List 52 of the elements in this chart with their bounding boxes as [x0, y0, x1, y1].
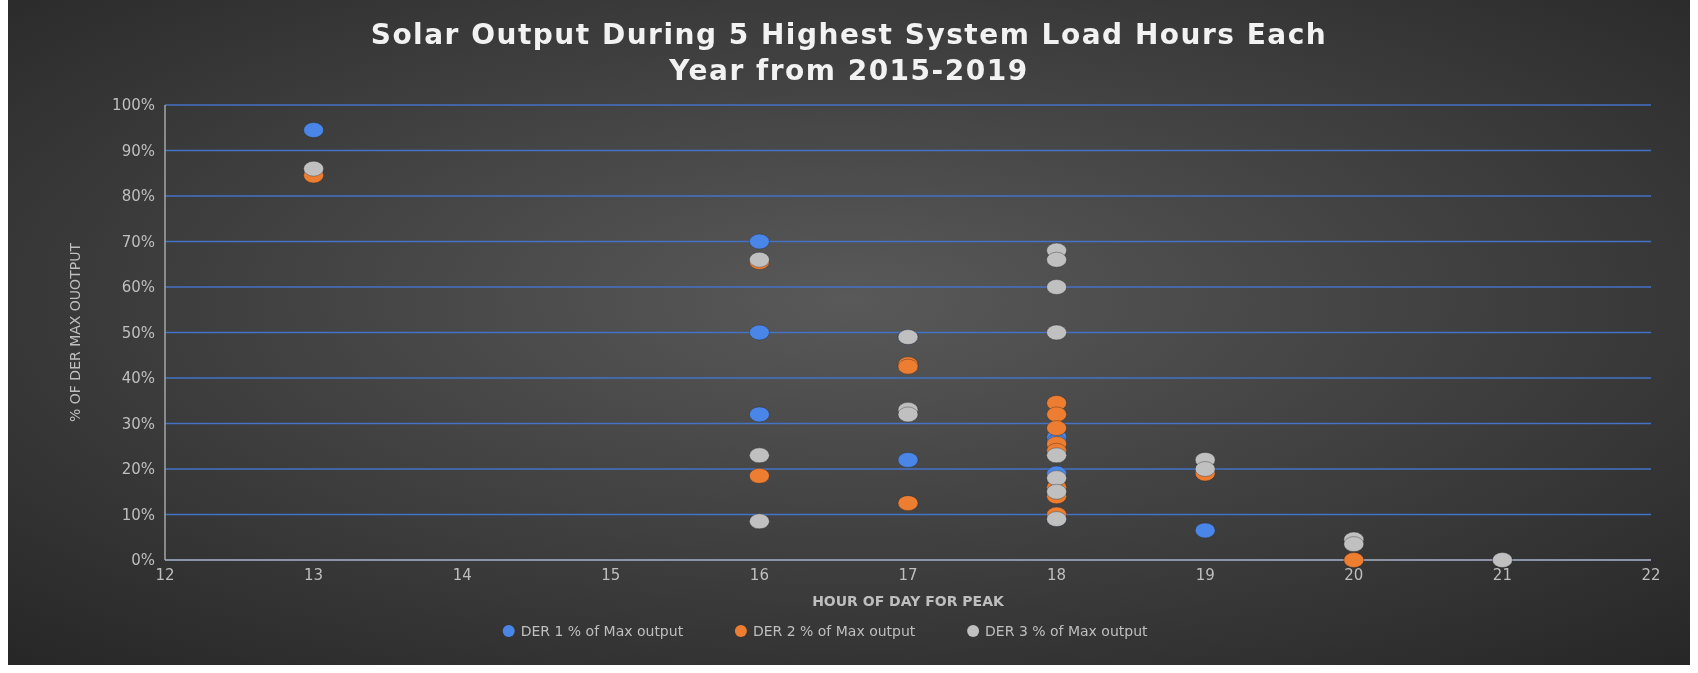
point [1343, 536, 1365, 553]
legend-label: DER 2 % of Max output [752, 622, 916, 639]
point [897, 451, 919, 468]
x-tick-label: 21 [1492, 566, 1512, 584]
y-tick-label: 90% [121, 141, 155, 160]
point [1046, 406, 1068, 423]
point [1194, 461, 1216, 477]
point [1491, 552, 1513, 568]
y-tick-label: 80% [121, 187, 155, 206]
y-tick-label: 40% [121, 369, 155, 388]
point [897, 495, 919, 512]
point [748, 513, 770, 530]
point [1046, 447, 1068, 464]
y-tick-label: 60% [121, 278, 155, 297]
y-tick-label: 100% [112, 96, 155, 115]
point [1046, 483, 1068, 500]
x-tick-label: 15 [601, 566, 621, 584]
point [748, 324, 770, 341]
y-tick-label: 70% [121, 232, 155, 251]
y-tick-label: 30% [121, 414, 155, 433]
y-tick-label: 10% [121, 505, 155, 524]
point [1046, 279, 1068, 295]
point [897, 406, 919, 423]
y-tick-label: 50% [121, 323, 155, 342]
x-tick-label: 18 [1047, 566, 1067, 584]
point [1046, 324, 1068, 341]
x-tick-label: 22 [1641, 566, 1661, 584]
point [1046, 251, 1068, 268]
x-tick-label: 12 [155, 566, 175, 584]
x-tick-label: 13 [304, 566, 324, 584]
x-tick-label: 14 [452, 566, 472, 584]
x-tick-label: 20 [1344, 566, 1364, 584]
point [303, 122, 325, 139]
chart-title: Solar Output During 5 Highest System Load Hours Each Year from 2015-2019 [370, 18, 1328, 87]
point [748, 467, 770, 484]
point [1046, 420, 1068, 437]
y-axis-title: % OF DER MAX OUOTPUT [67, 242, 83, 422]
legend-label: DER 1 % of Max output [520, 622, 684, 639]
point [748, 447, 770, 464]
point [748, 406, 770, 423]
point [1046, 470, 1068, 487]
point [1343, 552, 1365, 568]
point [303, 160, 325, 177]
y-tick-label: 20% [121, 460, 155, 479]
x-axis-title: HOUR OF DAY FOR PEAK [812, 593, 1006, 609]
x-tick-label: 16 [749, 566, 769, 584]
legend-label: DER 3 % of Max output [985, 622, 1149, 639]
point [1194, 522, 1216, 539]
x-tick-label: 19 [1195, 566, 1215, 584]
x-tick-label: 17 [898, 566, 918, 584]
point [748, 233, 770, 250]
y-tick-label: 0% [131, 551, 155, 570]
